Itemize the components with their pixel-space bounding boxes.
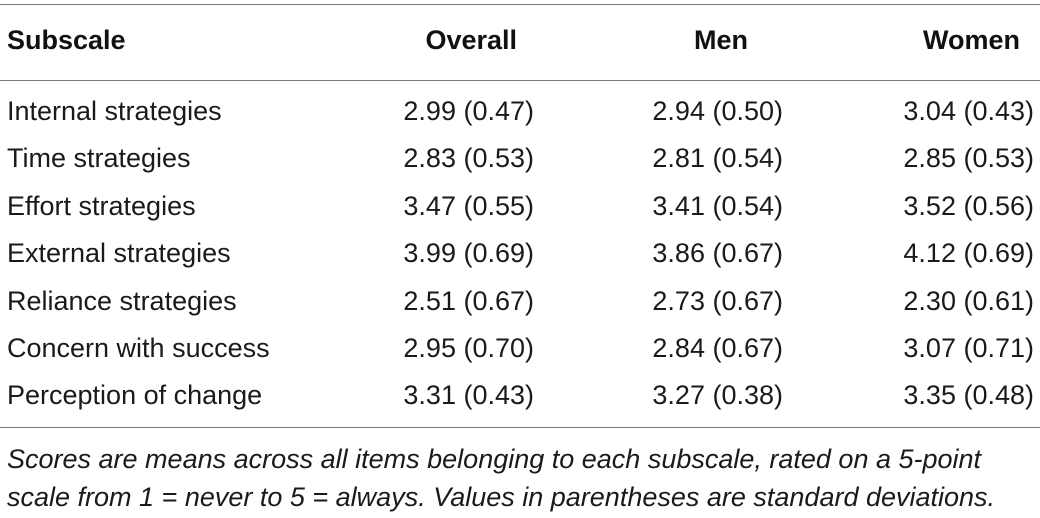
- footnote-line: Scores are means across all items belong…: [7, 444, 982, 474]
- cell-women: 4.12 (0.69): [903, 238, 1034, 268]
- table-header-row: Subscale Overall Men Women: [0, 17, 1040, 64]
- cell-men: 3.27 (0.38): [652, 380, 783, 410]
- cell-men: 3.41 (0.54): [652, 191, 783, 221]
- footnote-line: scale from 1 = never to 5 = always. Valu…: [7, 482, 996, 512]
- cell-overall: 2.95 (0.70): [403, 333, 534, 363]
- cell-men: 2.84 (0.67): [652, 333, 783, 363]
- row-label: Reliance strategies: [7, 286, 237, 316]
- cell-men: 2.81 (0.54): [652, 143, 783, 173]
- row-label: Perception of change: [7, 380, 263, 410]
- row-label: Internal strategies: [7, 96, 222, 126]
- cell-women: 2.85 (0.53): [903, 143, 1034, 173]
- cell-overall: 2.51 (0.67): [403, 286, 534, 316]
- cell-men: 3.86 (0.67): [652, 238, 783, 268]
- table-row: Reliance strategies 2.51 (0.67) 2.73 (0.…: [0, 278, 1040, 325]
- cell-overall: 3.99 (0.69): [403, 238, 534, 268]
- cell-overall: 2.83 (0.53): [403, 143, 534, 173]
- table-row: Time strategies 2.83 (0.53) 2.81 (0.54) …: [0, 135, 1040, 182]
- row-label: Time strategies: [7, 143, 191, 173]
- table-bottom-rule: [0, 427, 1040, 428]
- table-footnote: Scores are means across all items belong…: [7, 440, 1037, 516]
- table-row: Perception of change 3.31 (0.43) 3.27 (0…: [0, 372, 1040, 419]
- cell-women: 3.35 (0.48): [903, 380, 1034, 410]
- header-women: Women: [922, 25, 1020, 55]
- table-row: Concern with success 2.95 (0.70) 2.84 (0…: [0, 325, 1040, 372]
- table-row: Internal strategies 2.99 (0.47) 2.94 (0.…: [0, 88, 1040, 135]
- cell-overall: 2.99 (0.47): [403, 96, 534, 126]
- cell-men: 2.73 (0.67): [652, 286, 783, 316]
- table-top-rule: [0, 4, 1040, 5]
- table-row: Effort strategies 3.47 (0.55) 3.41 (0.54…: [0, 183, 1040, 230]
- cell-women: 3.07 (0.71): [903, 333, 1034, 363]
- cell-overall: 3.47 (0.55): [403, 191, 534, 221]
- cell-women: 3.04 (0.43): [903, 96, 1034, 126]
- header-subscale: Subscale: [7, 25, 126, 55]
- cell-men: 2.94 (0.50): [652, 96, 783, 126]
- row-label: External strategies: [7, 238, 231, 268]
- header-men: Men: [694, 25, 748, 55]
- cell-women: 3.52 (0.56): [903, 191, 1034, 221]
- cell-women: 2.30 (0.61): [903, 286, 1034, 316]
- row-label: Concern with success: [7, 333, 270, 363]
- table-row: External strategies 3.99 (0.69) 3.86 (0.…: [0, 230, 1040, 277]
- row-label: Effort strategies: [7, 191, 196, 221]
- cell-overall: 3.31 (0.43): [403, 380, 534, 410]
- table-header-rule: [0, 80, 1040, 81]
- header-overall: Overall: [425, 25, 517, 55]
